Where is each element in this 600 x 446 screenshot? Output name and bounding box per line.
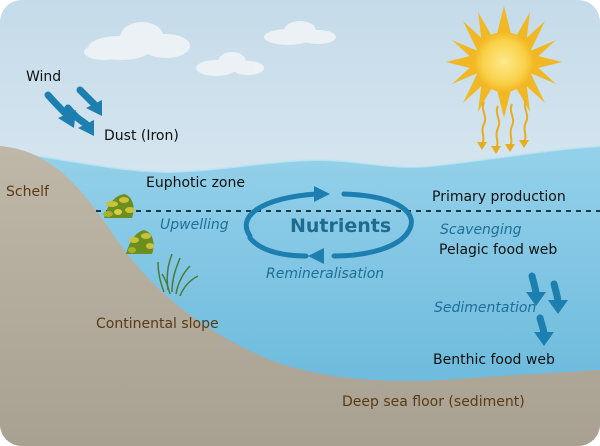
cloud-right xyxy=(264,21,336,45)
wind-arrows xyxy=(44,86,98,128)
sun-icon xyxy=(446,6,562,118)
euphotic-zone-label: Euphotic zone xyxy=(146,175,245,191)
schelf-label: Schelf xyxy=(6,184,49,200)
cloud-center xyxy=(196,52,264,76)
benthic-food-web-label: Benthic food web xyxy=(433,352,555,368)
nutrient-cycle-arrowheads xyxy=(308,186,330,264)
wind-label: Wind xyxy=(26,69,62,85)
nutrient-cycle-loop xyxy=(243,191,414,259)
sunlight-rays xyxy=(481,99,529,149)
dust-iron-label: Dust (Iron) xyxy=(104,128,179,144)
water-surface-line xyxy=(0,145,600,174)
continental-slope-label: Continental slope xyxy=(96,316,219,332)
scavenging-label: Scavenging xyxy=(440,222,522,238)
upwelling-label: Upwelling xyxy=(160,217,229,233)
cloud-left xyxy=(84,22,190,60)
seaweed-plant-lower xyxy=(126,230,154,254)
pelagic-food-web-label: Pelagic food web xyxy=(439,242,558,258)
sunlight-ray-tips xyxy=(477,140,529,154)
sedimentation-arrowheads xyxy=(526,292,568,346)
primary-production-label: Primary production xyxy=(432,189,566,205)
seabed xyxy=(0,146,600,446)
deep-sea-floor-label: Deep sea floor (sediment) xyxy=(342,394,525,410)
remineralisation-label: Remineralisation xyxy=(266,266,385,282)
wind-arrowheads xyxy=(58,100,102,136)
sedimentation-label: Sedimentation xyxy=(434,300,537,316)
seaweed-plant-upper xyxy=(103,194,135,218)
nutrients-label: Nutrients xyxy=(290,215,392,237)
seagrass xyxy=(157,253,199,297)
